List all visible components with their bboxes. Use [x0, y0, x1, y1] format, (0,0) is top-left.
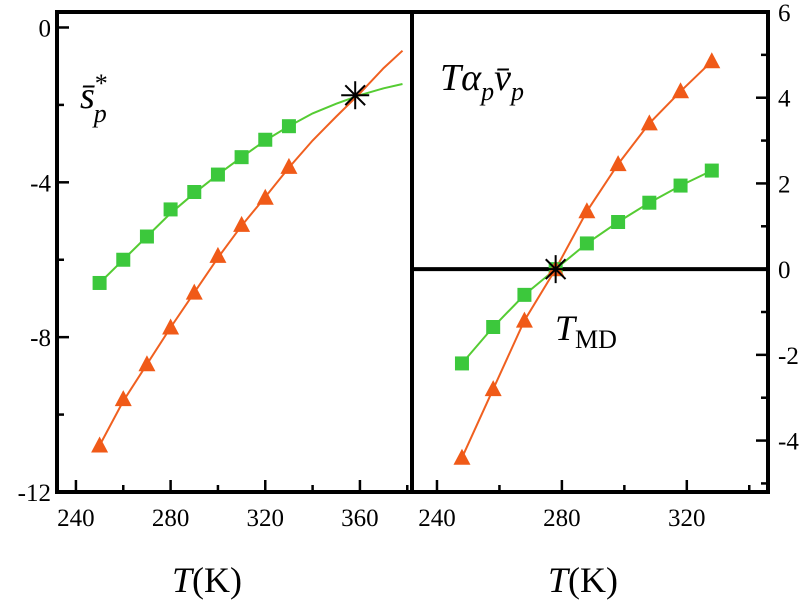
right-axes-frame [410, 10, 770, 494]
right-ytick-label: -4 [778, 429, 799, 456]
right-square-marker [579, 236, 594, 251]
right-ytick-label: 2 [778, 171, 791, 198]
left-triangle-marker [256, 188, 274, 205]
right-ytick-label: 0 [778, 257, 791, 284]
left-square-marker [139, 229, 154, 244]
left-fit-line-1 [98, 83, 403, 284]
left-triangle-marker [185, 283, 203, 300]
left-triangle-marker [162, 318, 180, 335]
left-plot-area [91, 49, 404, 453]
left-triangle-marker [138, 355, 156, 372]
right-triangle-marker [453, 448, 471, 465]
left-star-stroke [344, 84, 366, 106]
left-ytick-label: -12 [18, 480, 51, 507]
left-panel: 240 280 320 360 0 -4 -8 -12 s̄* p T(K) [18, 10, 414, 600]
right-ytick-label: -2 [778, 343, 799, 370]
right-triangle-marker [578, 202, 596, 219]
left-square-marker [187, 185, 202, 199]
right-star-marker [541, 255, 570, 284]
left-square-marker [258, 132, 273, 147]
left-square-marker [163, 202, 178, 217]
left-square-marker [234, 150, 249, 165]
left-square-marker [281, 119, 296, 134]
right-triangle-marker [609, 155, 627, 172]
right-triangle-marker [515, 311, 533, 328]
left-xtick-label: 280 [152, 505, 190, 532]
right-ytick-label: 4 [778, 86, 791, 113]
left-triangle-marker [209, 246, 227, 263]
left-ytick-label: -8 [30, 325, 51, 352]
right-xtick-label: 320 [668, 505, 706, 532]
left-star-marker [341, 81, 370, 110]
left-panel-label: s̄* p [80, 69, 108, 128]
right-panel: 240 280 320 6 4 2 0 -2 -4 Tαpv̄p TMD T(K) [410, 0, 799, 600]
tmd-annotation: TMD [555, 308, 617, 354]
right-triangle-marker [484, 380, 502, 397]
right-square-marker [454, 356, 469, 371]
left-xtick-label: 360 [341, 505, 379, 532]
right-square-marker [517, 287, 532, 302]
right-square-marker [611, 215, 626, 229]
left-fit-line-2 [98, 49, 404, 446]
right-square-marker [486, 320, 501, 334]
left-xtick-label: 320 [247, 505, 285, 532]
right-xlabel: T(K) [548, 560, 618, 600]
left-ticks: 240 280 320 360 0 -4 -8 -12 [18, 15, 409, 532]
right-triangle-marker [640, 114, 658, 131]
right-fit-line-2 [461, 60, 713, 459]
right-triangle-marker [703, 52, 721, 69]
left-triangle-marker [280, 157, 298, 174]
right-ytick-label: 6 [778, 0, 791, 27]
left-triangle-marker [114, 390, 132, 407]
left-square-marker [116, 252, 131, 267]
right-panel-label: Tαpv̄p [440, 57, 524, 106]
right-ticks: 240 280 320 6 4 2 0 -2 -4 [418, 0, 799, 532]
right-square-marker [704, 163, 719, 178]
right-triangle-marker [672, 82, 690, 99]
left-xtick-label: 240 [57, 505, 95, 532]
left-ytick-label: 0 [39, 15, 52, 42]
left-triangle-marker [233, 215, 251, 232]
left-xlabel: T(K) [172, 560, 242, 600]
right-xtick-label: 280 [543, 505, 581, 532]
left-ytick-label: -4 [30, 170, 51, 197]
right-square-marker [642, 195, 657, 210]
right-square-marker [673, 178, 688, 193]
right-star-stroke [545, 258, 567, 280]
right-xtick-label: 240 [418, 505, 456, 532]
right-plot-area [412, 52, 768, 465]
left-square-marker [210, 167, 225, 182]
left-triangle-marker [91, 436, 109, 453]
left-square-marker [92, 275, 107, 290]
left-axes-frame [55, 10, 414, 494]
